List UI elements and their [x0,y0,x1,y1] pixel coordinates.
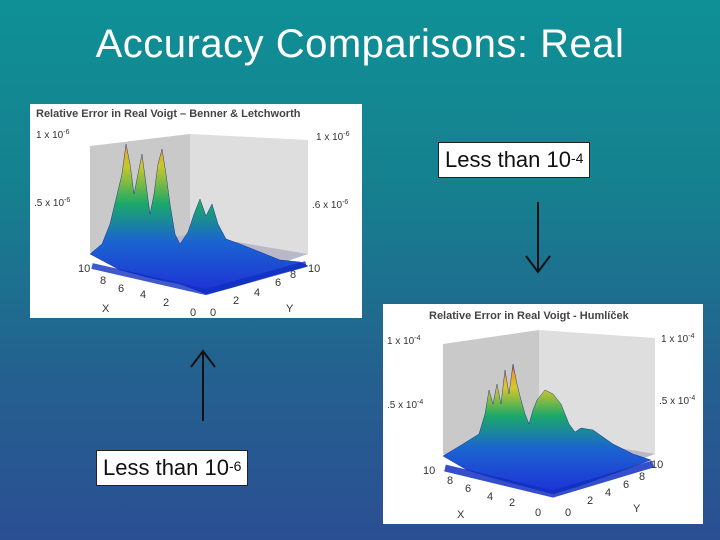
x-tick: 10 [423,465,435,477]
y-tick: 8 [639,471,645,483]
y-axis-label: Y [286,303,294,315]
z-label-top-right: 1 x 10-6 [316,131,350,143]
left-surface-plot: 1 x 10-6 1 x 10-6 .5 x 10-6 .6 x 10-6 10… [34,129,350,318]
right-error-plot: Relative Error in Real Voigt - Humlíček … [383,304,703,524]
x-tick: 2 [509,497,515,509]
y-tick: 6 [275,277,281,289]
y-tick: 2 [587,495,593,507]
y-tick: 4 [254,287,260,299]
left-error-plot: Relative Error in Real Voigt – Benner & … [30,104,362,318]
callout-huml-exponent: -4 [570,150,584,166]
callout-huml-text: Less than 10 [445,147,571,172]
x-axis-label: X [102,303,110,315]
z-label-top-left: 1 x 10-4 [387,335,421,347]
x-tick: 6 [465,483,471,495]
callout-huml-error: Less than 10-4 [438,142,591,178]
right-back-wall [190,134,308,254]
callout-benner-exponent: -6 [228,458,242,474]
up-arrow-icon [190,349,216,421]
slide-title: Accuracy Comparisons: Real [95,22,625,66]
left-plot-title: Relative Error in Real Voigt – Benner & … [36,108,301,120]
y-tick: 6 [623,479,629,491]
y-axis-label: Y [633,503,641,515]
surface-base-ridge [91,261,307,296]
z-label-mid-left: .5 x 10-4 [387,399,423,411]
x-tick: 6 [118,283,124,295]
x-tick: 8 [100,275,106,287]
y-tick: 8 [290,269,296,281]
x-tick: 8 [447,475,453,487]
y-tick: 2 [233,295,239,307]
x-tick: 0 [190,307,196,318]
callout-benner-text: Less than 10 [103,455,229,480]
y-tick: 0 [210,307,216,318]
z-label-mid-right: .6 x 10-6 [312,199,348,211]
right-surface-plot: 1 x 10-4 1 x 10-4 .5 x 10-4 .5 x 10-4 10… [387,330,695,521]
y-tick: 10 [308,263,320,275]
z-label-top-left: 1 x 10-6 [36,129,70,141]
callout-benner-error: Less than 10-6 [96,450,249,486]
x-tick: 10 [78,263,90,275]
x-tick: 4 [140,289,146,301]
right-plot-title: Relative Error in Real Voigt - Humlíček [429,310,629,322]
z-label-top-right: 1 x 10-4 [661,333,695,345]
x-tick: 2 [163,297,169,309]
down-arrow-icon [525,202,551,274]
x-tick: 4 [487,491,493,503]
surface-base-ridge [444,460,655,498]
z-label-mid-right: .5 x 10-4 [659,395,695,407]
y-tick: 10 [651,459,663,471]
z-label-mid-left: .5 x 10-6 [34,197,70,209]
x-tick: 0 [535,507,541,519]
y-tick: 0 [565,507,571,519]
y-tick: 4 [605,487,611,499]
x-axis-label: X [457,509,465,521]
